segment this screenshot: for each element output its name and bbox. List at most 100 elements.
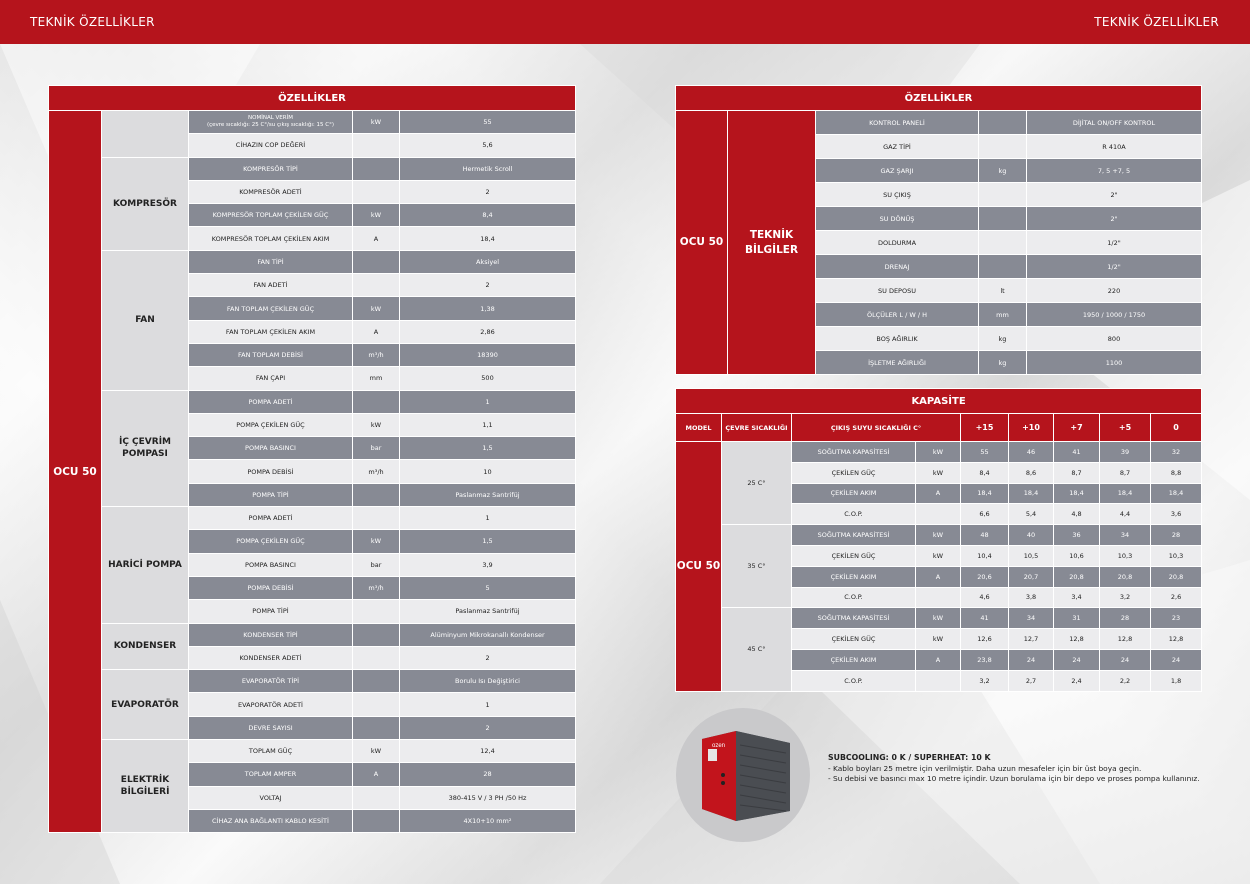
spec-label-note: (çevre sıcaklığı: 25 C°/su çıkış sıcaklı…	[206, 122, 335, 129]
table-row: KOMPRESÖR TOPLAM ÇEKİLEN GÜÇ kW 8,4	[49, 203, 577, 228]
capacity-unit	[915, 586, 961, 609]
capacity-value: 24	[1008, 648, 1054, 671]
capacity-label: C.O.P.	[791, 503, 916, 526]
capacity-value: 18,4	[1099, 482, 1151, 505]
capacity-value: 18,4	[1053, 482, 1100, 505]
spec-value: 18390	[398, 342, 577, 368]
capacity-value: 10,3	[1099, 544, 1151, 567]
table-row: POMPA TİPİ Paslanmaz Santrifüj	[49, 599, 577, 624]
spec-label: FAN ADETİ	[188, 273, 353, 298]
table-row: ELEKTRİK BİLGİLERİ TOPLAM GÜÇ kW 12,4	[49, 739, 577, 834]
spec-label: CİHAZIN COP DEĞERİ	[188, 133, 353, 158]
capacity-label: SOĞUTMA KAPASİTESİ	[791, 607, 916, 630]
table-row: SU ÇIKIŞ 2"	[676, 182, 1203, 207]
capacity-unit: kW	[915, 628, 961, 650]
table-row: FAN ÇAPI mm 500	[49, 366, 577, 391]
capacity-value: 20,8	[1149, 565, 1203, 588]
spec-label: TOPLAM AMPER	[188, 762, 353, 787]
spec-label: KONDENSER TİPİ	[188, 622, 353, 647]
spec-value: 4X10+10 mm²	[398, 808, 577, 834]
capacity-value: 2,2	[1099, 669, 1151, 692]
spec-value: 28	[398, 762, 577, 787]
spec-label: POMPA ADETİ	[188, 506, 353, 531]
spec-unit	[352, 599, 400, 624]
spec-value: Paslanmaz Santrifüj	[398, 599, 577, 624]
table-row: DRENAJ 1/2"	[676, 254, 1203, 279]
spec-label: EVAPORATÖR ADETİ	[188, 692, 353, 717]
notes: SUBCOOLING: 0 K / SUPERHEAT: 10 K - Kabl…	[828, 752, 1200, 785]
spec-value: Hermetik Scroll	[398, 156, 577, 181]
capacity-value: 46	[1008, 441, 1054, 463]
spec-unit	[352, 249, 400, 275]
table-row: BOŞ AĞIRLIK kg 800	[676, 326, 1203, 351]
spec-label: BOŞ AĞIRLIK	[815, 326, 979, 351]
spec-value: 1100	[1025, 350, 1203, 375]
spec-unit	[978, 230, 1027, 255]
spec-unit	[352, 669, 400, 694]
table-row: ÇEKİLEN GÜÇ kW 10,4 10,5 10,6 10,3 10,3	[676, 544, 1203, 567]
capacity-value: 41	[1053, 441, 1100, 463]
spec-value: 500	[398, 366, 577, 391]
spec-label: POMPA ADETİ	[188, 389, 353, 414]
spec-label: SU DÖNÜŞ	[815, 206, 979, 231]
spec-value: 220	[1025, 278, 1203, 303]
spec-unit: mm	[352, 366, 400, 391]
table-row: OCU 50 TEKNİK BİLGİLER KONTROL PANELİ DİJİT…	[675, 110, 1203, 375]
table-row: SU DÖNÜŞ 2"	[676, 206, 1203, 231]
table-header-row: ÖZELLİKLER	[674, 85, 1203, 111]
capacity-value: 28	[1149, 524, 1203, 546]
capacity-value: 3,6	[1149, 503, 1203, 526]
spec-value: 5	[398, 575, 577, 601]
spec-label: VOLTAJ	[188, 785, 353, 810]
capacity-table: KAPASİTE MODEL ÇEVRE SICAKLIĞI ÇIKIŞ SUYU S…	[674, 388, 1203, 692]
spec-label: FAN TOPLAM ÇEKİLEN AKIM	[188, 319, 353, 344]
capacity-value: 12,8	[1053, 628, 1100, 650]
capacity-value: 2,4	[1053, 669, 1100, 692]
spec-label: GAZ TİPİ	[815, 134, 979, 159]
spec-unit: kW	[352, 109, 400, 135]
capacity-value: 8,7	[1099, 461, 1151, 484]
capacity-value: 20,7	[1008, 565, 1054, 588]
table-row: ÇEKİLEN GÜÇ kW 12,6 12,7 12,8 12,8 12,8	[676, 628, 1203, 650]
spec-label: DOLDURMA	[815, 230, 979, 255]
capacity-value: 12,7	[1008, 628, 1054, 650]
table-row: POMPA TİPİ Paslanmaz Santrifüj	[49, 482, 577, 508]
capacity-unit: kW	[915, 544, 961, 567]
spec-unit: kW	[352, 296, 400, 321]
capacity-value: 4,6	[960, 586, 1009, 609]
capacity-value: 34	[1099, 524, 1151, 546]
capacity-value: 23,8	[960, 648, 1009, 671]
temperature-header: 0	[1149, 413, 1203, 442]
spec-unit	[352, 179, 400, 205]
technical-info-table: ÖZELLİKLER OCU 50 TEKNİK BİLGİLER KONTROL P…	[674, 85, 1203, 375]
temperature-header: +7	[1053, 413, 1100, 442]
spec-value: 3,9	[398, 552, 577, 577]
table-row: FAN TOPLAM ÇEKİLEN GÜÇ kW 1,38	[49, 296, 577, 321]
spec-unit	[352, 785, 400, 810]
capacity-value: 8,7	[1053, 461, 1100, 484]
ambient-column-header: ÇEVRE SICAKLIĞI	[721, 413, 792, 442]
capacity-value: 24	[1149, 648, 1203, 671]
spec-value: DİJİTAL ON/OFF KONTROL	[1025, 110, 1203, 135]
temperature-header: +5	[1099, 413, 1151, 442]
capacity-value: 3,2	[960, 669, 1009, 692]
product-photo-backdrop	[676, 708, 810, 842]
spec-value: 1	[398, 692, 577, 717]
spec-label: SU ÇIKIŞ	[815, 182, 979, 207]
spec-label: POMPA TİPİ	[188, 599, 353, 624]
column-header-row: MODEL ÇEVRE SICAKLIĞI ÇIKIŞ SUYU SICAKLIĞI…	[675, 413, 1203, 442]
spec-value: 8,4	[398, 203, 577, 228]
capacity-unit: A	[915, 648, 961, 671]
capacity-value: 6,6	[960, 503, 1009, 526]
spec-label: KOMPRESÖR ADETİ	[188, 179, 353, 205]
spec-label: KONDENSER ADETİ	[188, 645, 353, 671]
spec-unit: mm	[978, 302, 1027, 327]
table-row: OCU 50 NOMİNAL VERİM (çevre sıcaklığı: 25 …	[48, 109, 577, 834]
capacity-value: 24	[1099, 648, 1151, 671]
spec-label: SU DEPOSU	[815, 278, 979, 303]
table-row: KONDENSER ADETİ 2	[49, 645, 577, 671]
spec-value: 7, 5 +7, 5	[1025, 158, 1203, 183]
spec-value: 2"	[1025, 206, 1203, 231]
table-row: KOMPRESÖR TOPLAM ÇEKİLEN AKIM A 18,4	[49, 226, 577, 251]
model-column-header: MODEL	[675, 413, 722, 442]
